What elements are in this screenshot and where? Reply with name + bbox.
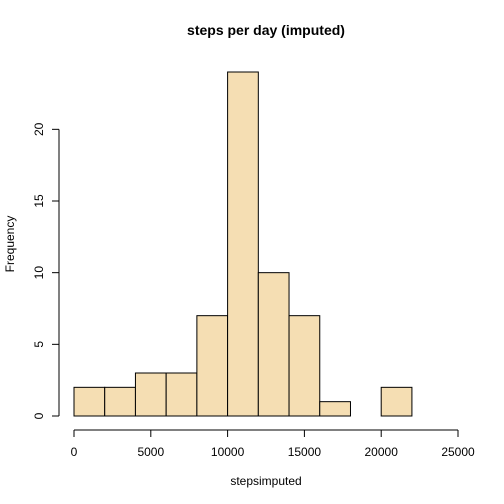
y-tick-label: 20: [32, 122, 46, 136]
x-axis-label: stepsimputed: [230, 474, 301, 488]
histogram-bar-8: [319, 401, 351, 417]
x-axis: 0 5000 10000 15000 20000 25000: [71, 429, 475, 459]
y-tick-label: 5: [32, 341, 46, 348]
x-tick-label: 10000: [211, 445, 245, 459]
histogram-bar-1: [104, 386, 136, 417]
x-tick-label: 5000: [137, 445, 164, 459]
y-tick-label: 15: [32, 194, 46, 208]
histogram-bar-3: [165, 372, 198, 417]
y-tick-label: 10: [32, 266, 46, 280]
chart-title: steps per day (imputed): [187, 22, 345, 38]
histogram-bar-6: [257, 272, 290, 417]
y-tick-label: 0: [32, 412, 46, 419]
histogram-bar-4: [196, 315, 229, 417]
histogram-bar-5: [227, 71, 259, 417]
y-axis: 0 5 10 15 20: [32, 122, 60, 419]
x-tick-label: 25000: [441, 445, 475, 459]
bars-group: [73, 71, 413, 417]
histogram-bar-7: [288, 315, 321, 417]
histogram-bar-10: [380, 386, 413, 417]
x-tick-label: 0: [71, 445, 78, 459]
x-tick-label: 15000: [288, 445, 322, 459]
histogram-bar-0: [73, 386, 106, 417]
histogram-bar-2: [134, 372, 167, 417]
x-tick-label: 20000: [365, 445, 399, 459]
y-axis-label: Frequency: [3, 216, 17, 273]
